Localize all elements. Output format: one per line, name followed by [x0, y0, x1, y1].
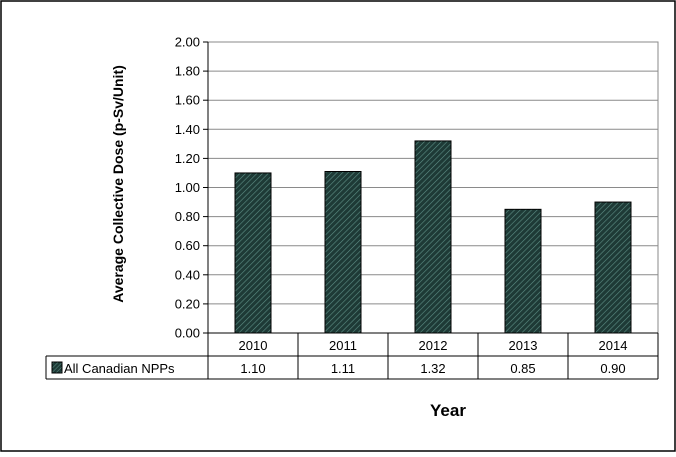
bar-2013: [504, 208, 542, 334]
y-tick-label: 1.00: [175, 180, 200, 195]
data-table-value: 1.11: [331, 361, 355, 376]
y-tick-label: 1.60: [175, 93, 200, 108]
y-axis-title: Average Collective Dose (p-Sv/Unit): [110, 65, 126, 303]
y-tick-label: 1.80: [175, 64, 200, 79]
y-tick-label: 1.20: [175, 151, 200, 166]
x-category-label: 2010: [239, 338, 268, 353]
x-category-label: 2014: [599, 338, 628, 353]
y-tick-label: 1.40: [175, 122, 200, 137]
data-table-value: 0.85: [510, 361, 535, 376]
y-tick-label: 0.60: [175, 238, 200, 253]
y-tick-label: 0.20: [175, 296, 200, 311]
bar-2011: [324, 170, 362, 334]
y-axis-ticks: 0.00 0.20 0.40 0.60 0.80 1.00 1.20 1.40 1.60 1.80…: [175, 35, 208, 341]
bars: [208, 140, 658, 334]
x-axis-title: Year: [430, 401, 466, 420]
data-table-value: 1.32: [420, 361, 445, 376]
x-category-label: 2011: [329, 338, 357, 353]
x-category-label: 2013: [509, 338, 538, 353]
y-tick-label: 2.00: [175, 35, 200, 50]
bar-2010: [234, 172, 272, 334]
bar-2014: [594, 201, 632, 334]
y-tick-label: 0.00: [175, 326, 200, 341]
legend-label: All Canadian NPPs: [64, 361, 175, 376]
data-table: 2010 1.10 2011 1.11 2012 1.32 2013 0.85 2014 0.90…: [45, 332, 659, 380]
data-table-value: 0.90: [600, 361, 625, 376]
legend-swatch: [51, 361, 63, 374]
y-tick-label: 0.80: [175, 209, 200, 224]
data-table-value: 1.10: [240, 361, 265, 376]
x-category-label: 2012: [419, 338, 448, 353]
bar-2012: [414, 140, 452, 334]
y-tick-label: 0.40: [175, 267, 200, 282]
